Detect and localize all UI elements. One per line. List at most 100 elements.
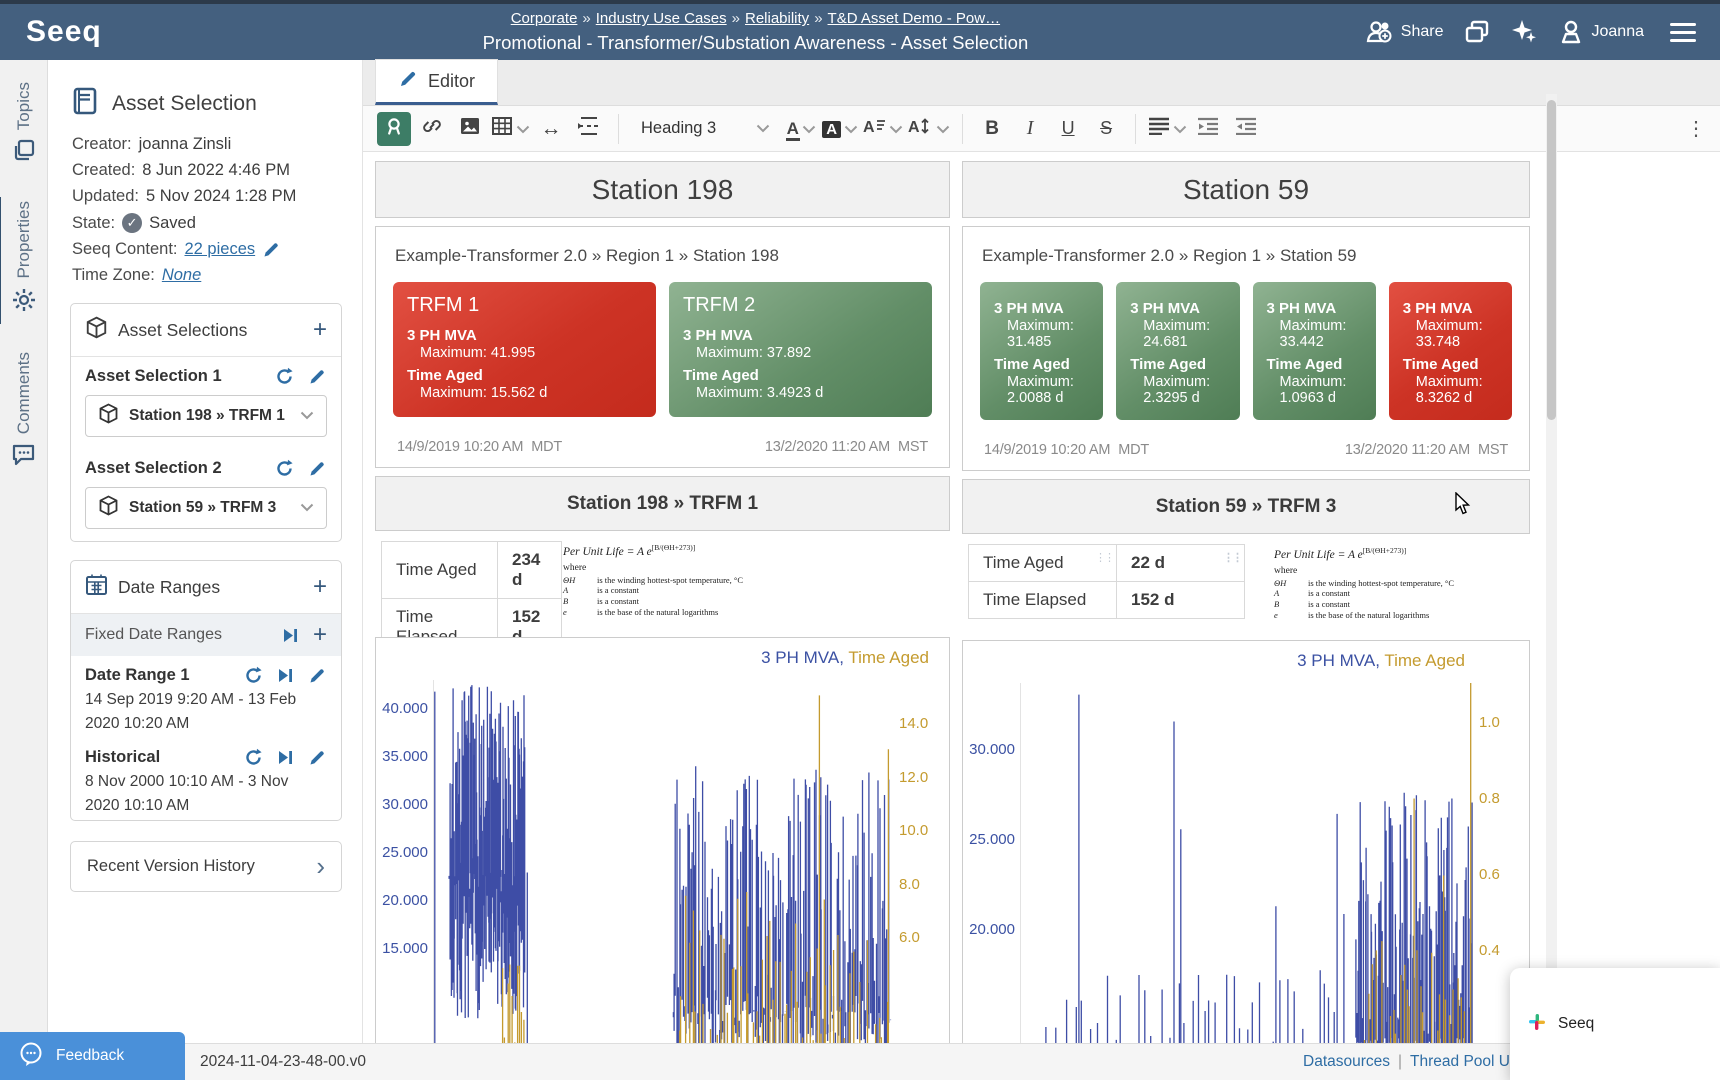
metric-value: Maximum: 2.3295 d — [1143, 374, 1211, 406]
document-canvas: Station 198 Example-Transformer 2.0 » Reg… — [363, 153, 1720, 1043]
sidebar-tab-properties[interactable]: Properties — [0, 197, 37, 325]
edit-icon[interactable] — [308, 666, 327, 685]
toolbar-overflow-button[interactable]: ⋮ — [1686, 118, 1706, 140]
link-button[interactable] — [415, 112, 449, 146]
edit-icon[interactable] — [262, 240, 281, 259]
horizontal-arrow-button[interactable]: ↔ — [534, 112, 568, 146]
edit-icon[interactable] — [308, 748, 327, 767]
chart-title-secondary: Time Aged — [848, 648, 929, 667]
drag-handle-icon[interactable]: ⋮⋮ — [1223, 552, 1243, 564]
sidebar-tab-label: Comments — [13, 351, 33, 434]
chart-title-separator: , — [1375, 651, 1385, 670]
chart-title-primary: 3 PH MVA — [1297, 651, 1376, 670]
asset-selection-dropdown[interactable]: Station 59 » TRFM 3 — [85, 487, 327, 529]
asset-card[interactable]: TRFM 1 3 PH MVA Maximum: 41.995 Time Aged Ma… — [393, 282, 656, 417]
metric-value: Maximum: 33.442 — [1279, 318, 1347, 350]
line-height-button[interactable]: A — [907, 112, 950, 146]
seeq-logo[interactable]: Seeq — [26, 15, 102, 48]
timezone-link[interactable]: None — [161, 266, 202, 284]
step-to-end-icon[interactable] — [277, 667, 294, 684]
tab-editor[interactable]: Editor — [375, 59, 499, 105]
asset-selections-title: Asset Selections — [118, 319, 248, 340]
add-date-range-button[interactable]: + — [312, 573, 327, 600]
refresh-icon[interactable] — [244, 748, 263, 767]
metric-label: Time Aged — [1266, 356, 1343, 373]
notification-popup[interactable]: Seeq — [1510, 968, 1720, 1080]
page-break-button[interactable] — [572, 112, 606, 146]
y-axis-tick-right: 0.6 — [1479, 866, 1500, 883]
asset-card[interactable]: 3 PH MVA Maximum: 24.681 Time Aged Maximum:… — [1116, 282, 1240, 420]
chart-title: 3 PH MVA, Time Aged — [761, 648, 929, 668]
strikethrough-button[interactable]: S — [1089, 112, 1123, 146]
hamburger-menu[interactable] — [1670, 22, 1696, 42]
meta-value: 5 Nov 2024 1:28 PM — [145, 187, 297, 205]
editor-tab-row: Editor — [363, 59, 1720, 106]
breadcrumb-link[interactable]: Corporate — [510, 10, 578, 28]
tab-editor-label: Editor — [428, 70, 476, 91]
sidebar-tab-topics[interactable]: Topics — [12, 82, 36, 167]
meta-value: 8 Jun 2022 4:46 PM — [142, 161, 290, 179]
step-to-end-icon[interactable] — [282, 627, 299, 644]
metric-label: Time Aged — [407, 367, 483, 384]
indent-button[interactable] — [1229, 112, 1263, 146]
saved-check-icon: ✓ — [122, 213, 143, 233]
metric-value: Maximum: 1.0963 d — [1279, 374, 1347, 406]
toolbar-divider — [1135, 113, 1137, 144]
pencil-icon — [398, 69, 418, 94]
breadcrumb-link[interactable]: Industry Use Cases — [595, 10, 727, 28]
breadcrumb-link[interactable]: T&D Asset Demo - Pow… — [827, 10, 1001, 28]
table-button[interactable] — [491, 112, 530, 146]
image-button[interactable] — [453, 112, 487, 146]
asset-card[interactable]: 3 PH MVA Maximum: 31.485 Time Aged Maximum:… — [980, 282, 1104, 420]
status-link-datasources[interactable]: Datasources — [1303, 1053, 1391, 1070]
user-menu[interactable]: Joanna — [1558, 19, 1644, 45]
feedback-button[interactable]: Feedback — [0, 1032, 185, 1080]
asset-card[interactable]: 3 PH MVA Maximum: 33.442 Time Aged Maximum:… — [1252, 282, 1376, 420]
edit-icon[interactable] — [308, 367, 327, 386]
user-icon — [1558, 19, 1584, 45]
formula-exponent: [B/(ΘH+273)] — [651, 543, 696, 552]
sidebar-tab-label: Properties — [13, 201, 33, 279]
highlight-color-button[interactable]: A — [822, 112, 858, 146]
share-button[interactable]: Share — [1365, 21, 1444, 43]
edit-icon[interactable] — [308, 459, 327, 478]
date-range-actions — [244, 748, 327, 767]
refresh-icon[interactable] — [275, 367, 294, 386]
asset-selections-card: Asset Selections + Asset Selection 1 Statio… — [70, 303, 342, 542]
heading-select[interactable]: Heading 3 — [631, 112, 780, 146]
chevron-down-icon — [889, 119, 903, 139]
asset-selection-dropdown[interactable]: Station 198 » TRFM 1 — [85, 395, 327, 437]
font-color-button[interactable]: A — [784, 112, 818, 146]
breadcrumb-link[interactable]: Reliability — [744, 10, 810, 28]
refresh-icon[interactable] — [244, 666, 263, 685]
refresh-icon[interactable] — [275, 459, 294, 478]
metric-label: 3 PH MVA — [407, 327, 477, 344]
bold-button[interactable]: B — [975, 112, 1009, 146]
date-range-name-row: Date Range 1 — [85, 666, 327, 685]
metric-value: Maximum: 31.485 — [1007, 318, 1074, 350]
italic-button[interactable]: I — [1013, 112, 1047, 146]
scrollbar-thumb[interactable] — [1547, 100, 1556, 420]
chart-title-primary: 3 PH MVA — [761, 648, 840, 667]
version-history-button[interactable]: Recent Version History › — [70, 841, 342, 892]
font-color-icon: A — [785, 119, 800, 141]
worksheets-button[interactable] — [1464, 19, 1490, 45]
add-asset-selection-button[interactable]: + — [312, 316, 327, 343]
step-to-end-icon[interactable] — [277, 749, 294, 766]
asset-card[interactable]: TRFM 2 3 PH MVA Maximum: 37.892 Time Aged Ma… — [669, 282, 932, 417]
status-link-thread-pool-u[interactable]: Thread Pool U — [1410, 1053, 1510, 1070]
drag-handle-icon[interactable]: ⋮⋮ — [1095, 552, 1115, 564]
font-size-button[interactable]: A — [862, 112, 903, 146]
add-fixed-date-range-button[interactable]: + — [312, 621, 327, 648]
sidebar-tab-comments[interactable]: Comments — [11, 352, 36, 472]
align-button[interactable] — [1148, 112, 1187, 146]
ai-assistant-button[interactable] — [1510, 18, 1538, 46]
seeq-content-button[interactable] — [377, 111, 411, 146]
left-rail: Topics Properties Comments — [0, 60, 48, 1043]
feedback-icon — [18, 1041, 44, 1072]
outdent-button[interactable] — [1191, 112, 1225, 146]
seeq-content-link[interactable]: 22 pieces — [184, 240, 256, 258]
underline-button[interactable]: U — [1051, 112, 1085, 146]
asset-card[interactable]: 3 PH MVA Maximum: 33.748 Time Aged Maximum:… — [1388, 282, 1512, 420]
